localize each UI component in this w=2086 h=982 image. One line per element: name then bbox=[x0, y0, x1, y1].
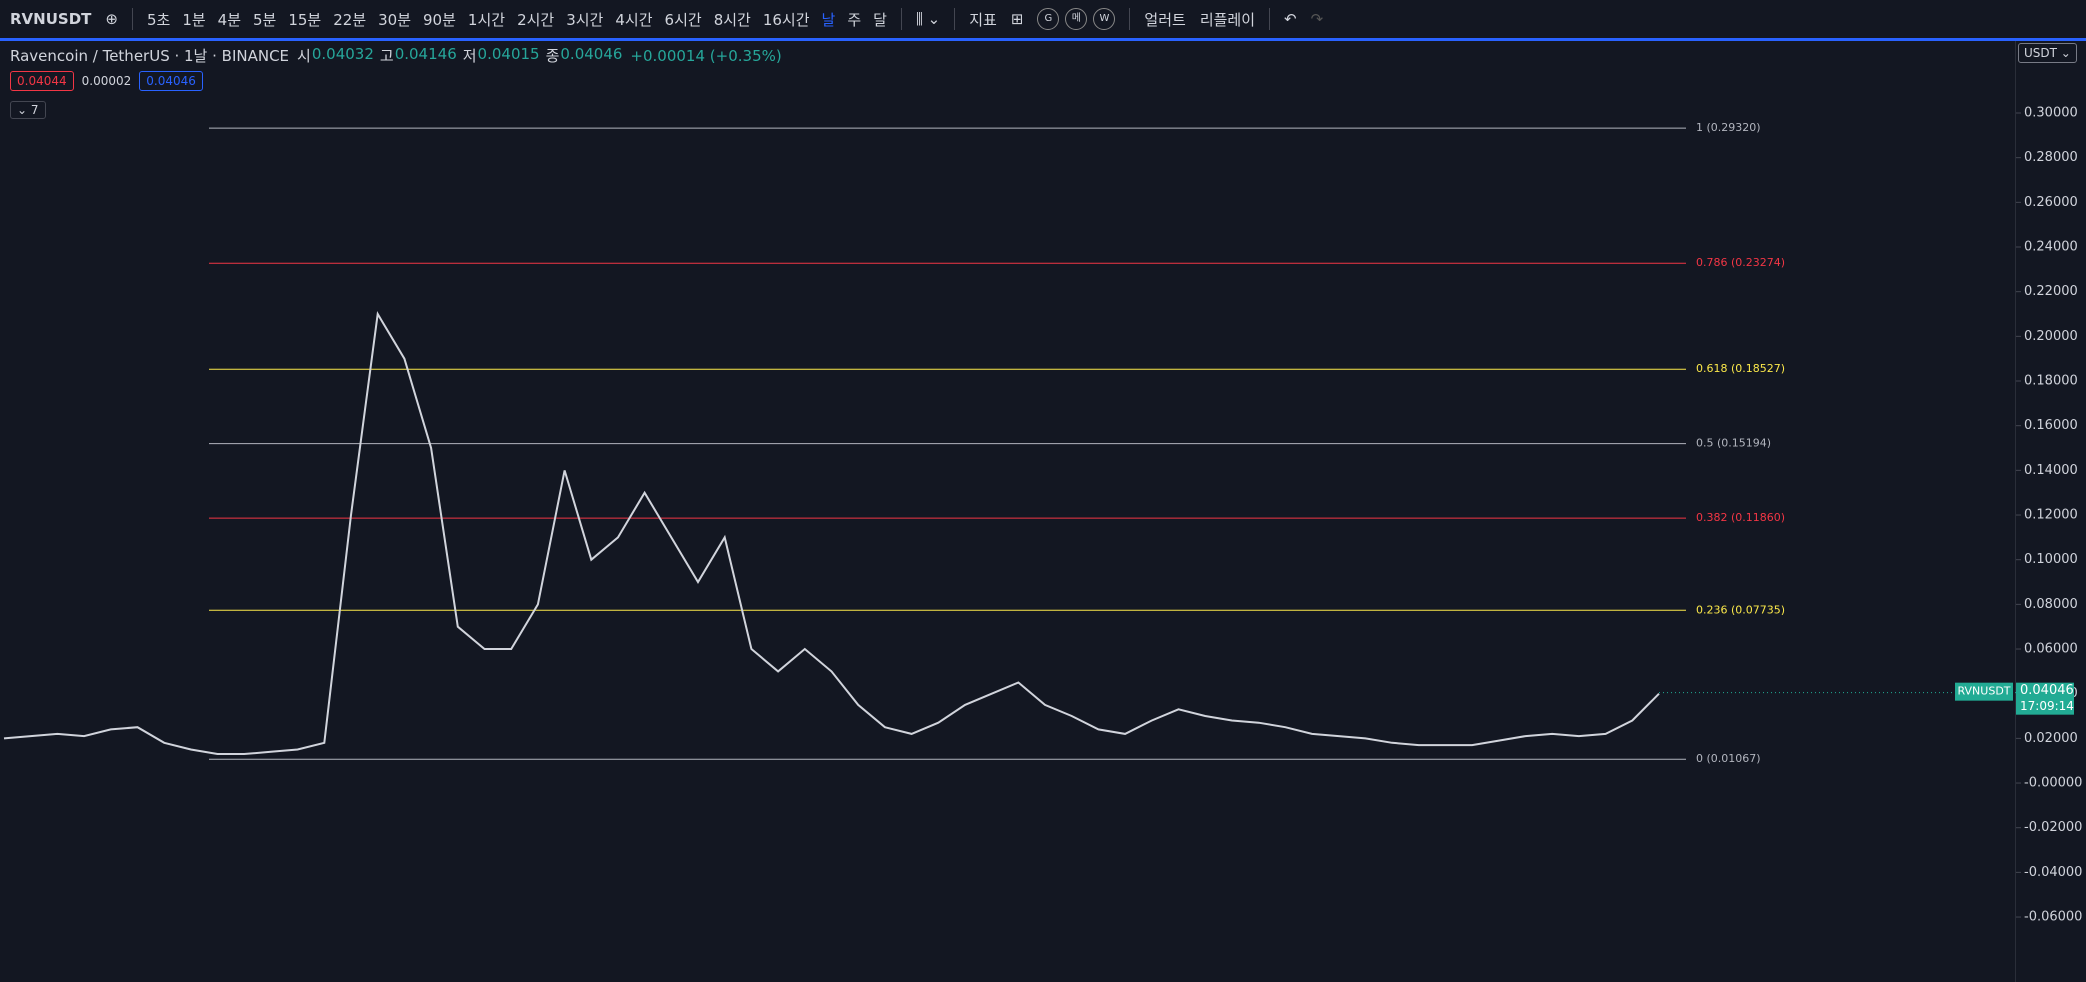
spread: 0.00002 bbox=[81, 74, 132, 88]
chart-style[interactable]: ⫼ ⌄ bbox=[915, 10, 941, 28]
interval[interactable]: 4분 bbox=[217, 10, 241, 29]
y-tick-label: -0.00000 bbox=[2024, 776, 2082, 791]
countdown: 17:09:14 bbox=[2020, 699, 2074, 713]
interval[interactable]: 22분 bbox=[333, 10, 367, 29]
interval[interactable]: 6시간 bbox=[664, 10, 702, 29]
fib-label: 0.618 (0.18527) bbox=[1696, 362, 1785, 375]
separator bbox=[131, 8, 133, 30]
ohlc-value: 0.04146 bbox=[394, 45, 457, 63]
y-tick-label: -0.04000 bbox=[2024, 865, 2082, 880]
interval[interactable]: 주 bbox=[847, 10, 862, 29]
y-tick-label: 0.12000 bbox=[2024, 508, 2078, 523]
interval[interactable]: 90분 bbox=[423, 10, 456, 29]
y-tick-label: 0.26000 bbox=[2024, 195, 2078, 210]
fib-label: 1 (0.29320) bbox=[1696, 121, 1761, 134]
y-tick-label: 0.14000 bbox=[2024, 463, 2078, 478]
y-tick-label: 0.16000 bbox=[2024, 418, 2078, 433]
ohlc-label: 고 bbox=[379, 47, 394, 65]
alert[interactable]: 얼러트 bbox=[1144, 10, 1186, 29]
y-tick-label: -0.02000 bbox=[2024, 820, 2082, 835]
interval[interactable]: 5분 bbox=[253, 10, 277, 29]
ohlc-value: 0.04032 bbox=[311, 45, 374, 63]
y-tick-label: 0.18000 bbox=[2024, 374, 2078, 389]
interval[interactable]: 5초 bbox=[146, 10, 171, 29]
redo[interactable]: ↷ bbox=[1310, 10, 1324, 28]
y-tick-label: 0.22000 bbox=[2024, 284, 2078, 299]
ohlc-value: 0.04015 bbox=[477, 45, 540, 63]
undo[interactable]: ↶ bbox=[1284, 10, 1297, 28]
fib-label: 0.236 (0.07735) bbox=[1696, 603, 1785, 616]
y-tick-label: 0.08000 bbox=[2024, 597, 2078, 612]
legend-header: Ravencoin / TetherUS · 1날 · BINANCE 시 0.0… bbox=[10, 45, 782, 66]
interval[interactable]: 1분 bbox=[182, 10, 206, 29]
interval[interactable]: 8시간 bbox=[713, 10, 751, 29]
interval[interactable]: 2시간 bbox=[517, 10, 555, 29]
indicators[interactable]: 지표 bbox=[969, 10, 997, 29]
separator bbox=[954, 8, 956, 30]
fib-label: 0.382 (0.11860) bbox=[1696, 511, 1785, 524]
price-line bbox=[3, 311, 1660, 755]
y-tick-label: 0.02000 bbox=[2024, 731, 2078, 746]
price-tag-bg bbox=[2016, 682, 2074, 715]
currency-label: USDT bbox=[2024, 46, 2057, 60]
symbol-tag-bg bbox=[1955, 682, 2013, 701]
interval[interactable]: 16시간 bbox=[762, 10, 810, 29]
ohlc-value: 0.04046 bbox=[560, 45, 623, 63]
currency[interactable]: USDT ⌄ bbox=[2018, 43, 2077, 63]
fib-label: 0.5 (0.15194) bbox=[1696, 437, 1771, 450]
y-tick-label: 0.20000 bbox=[2024, 329, 2078, 344]
replay[interactable]: 리플레이 bbox=[1199, 10, 1256, 29]
indicator-toggle[interactable]: ⌄ 7 bbox=[10, 101, 46, 119]
interval[interactable]: 15분 bbox=[288, 10, 322, 29]
change: +0.00014 (+0.35%) bbox=[630, 46, 782, 65]
layout[interactable]: G bbox=[1037, 8, 1060, 30]
y-tick-label: 0.30000 bbox=[2024, 105, 2078, 120]
layout-icon[interactable]: ⊞ bbox=[1010, 10, 1024, 28]
ohlc-label: 시 bbox=[297, 47, 311, 65]
interval[interactable]: 4시간 bbox=[615, 10, 653, 29]
fib-label: 0 (0.01067) bbox=[1696, 752, 1761, 765]
y-tick-label: 0.24000 bbox=[2024, 240, 2078, 255]
interval[interactable]: 달 bbox=[873, 10, 887, 29]
ohlc: 시 0.04032 고 0.04146 저 0.04015 종 0.04046 bbox=[297, 45, 622, 66]
interval[interactable]: 30분 bbox=[378, 10, 412, 29]
indicator-count: 7 bbox=[30, 103, 39, 117]
fib-label: 0.786 (0.23274) bbox=[1696, 256, 1785, 269]
separator bbox=[1129, 8, 1131, 30]
separator bbox=[1269, 8, 1271, 30]
symbol[interactable]: RVNUSDT bbox=[10, 10, 92, 28]
y-tick-label: -0.06000 bbox=[2024, 910, 2082, 925]
interval[interactable]: 날 bbox=[821, 10, 836, 29]
symbol-tag: RVNUSDT bbox=[1957, 685, 2010, 698]
price-tag: 0.04046 bbox=[2020, 683, 2074, 698]
ohlc-label: 저 bbox=[462, 47, 477, 65]
interval[interactable]: 1시간 bbox=[467, 10, 506, 29]
layout[interactable]: W bbox=[1093, 8, 1116, 30]
y-tick-label: 0.06000 bbox=[2024, 642, 2078, 657]
sell-price[interactable]: 0.04044 bbox=[10, 71, 74, 91]
symbol-title: Ravencoin / TetherUS · 1날 · BINANCE bbox=[10, 47, 290, 65]
layout[interactable]: 메 bbox=[1065, 8, 1088, 30]
ohlc-label: 종 bbox=[545, 47, 560, 65]
intervals: 5초 1분 4분 5분 15분 22분 30분 90분 1시간 2시간 3시간 4시간 6시간 8시간 16… bbox=[147, 9, 887, 30]
toolbar: RVNUSDT ⊕ 5초 1분 4분 5분 15분 22분 30분 90분 1시간 2시간 3시간 4… bbox=[0, 0, 2086, 41]
buy-price[interactable]: 0.04046 bbox=[139, 71, 203, 91]
separator bbox=[900, 8, 902, 30]
trade-boxes: 0.04044 0.00002 0.04046 bbox=[10, 71, 203, 91]
interval[interactable]: 3시간 bbox=[566, 10, 604, 29]
axis-border bbox=[2015, 41, 2016, 982]
add-symbol[interactable]: ⊕ bbox=[105, 10, 118, 28]
y-tick-label: 0.10000 bbox=[2024, 552, 2078, 567]
y-tick-label: 0.28000 bbox=[2024, 150, 2078, 165]
